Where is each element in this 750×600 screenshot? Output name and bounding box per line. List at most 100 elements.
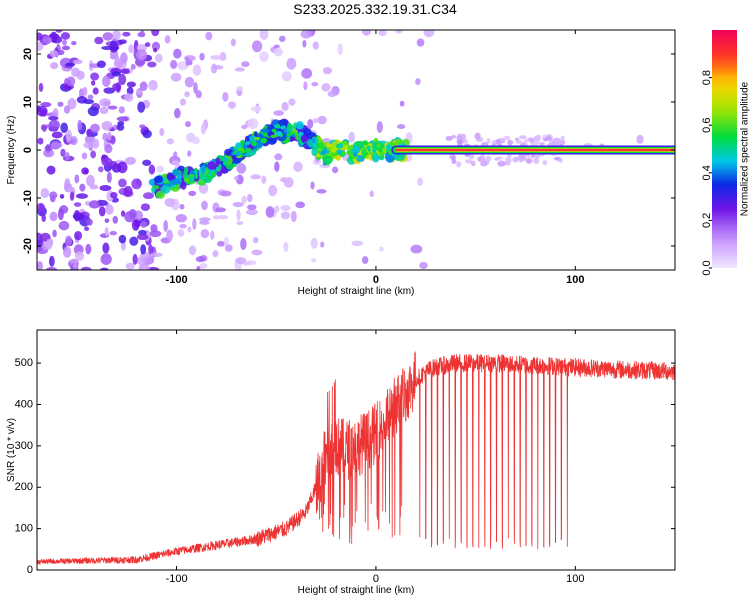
noise-blob — [523, 138, 528, 146]
noise-blob — [514, 137, 520, 141]
noise-blob — [103, 87, 116, 94]
noise-blob — [148, 243, 153, 255]
ridge-core — [260, 137, 268, 144]
noise-blob — [220, 190, 232, 197]
noise-blob — [173, 108, 181, 119]
noise-blob — [50, 62, 59, 70]
noise-blob — [40, 187, 50, 199]
noise-blob — [89, 184, 99, 190]
noise-blob — [278, 35, 286, 42]
noise-blob — [107, 105, 118, 110]
noise-blob — [118, 234, 127, 244]
spectrogram-blobs — [37, 30, 675, 270]
noise-blob — [142, 159, 152, 166]
noise-blob — [302, 39, 307, 48]
noise-blob — [311, 258, 317, 263]
noise-blob — [351, 240, 364, 247]
ridge-core — [351, 155, 359, 160]
noise-blob — [184, 76, 195, 88]
noise-blob — [140, 203, 151, 211]
noise-blob — [283, 241, 289, 252]
noise-blob — [236, 163, 247, 174]
ridge-core — [195, 173, 199, 179]
noise-blob — [86, 174, 95, 187]
ridge-blob — [224, 148, 233, 156]
ridge-core — [251, 141, 258, 147]
noise-blob — [48, 255, 55, 267]
noise-blob — [499, 137, 505, 142]
noise-blob — [58, 220, 70, 231]
noise-blob — [163, 220, 169, 232]
ridge-blob — [286, 122, 293, 133]
noise-blob — [85, 243, 92, 255]
ridge-core — [235, 151, 241, 157]
ridge-core — [286, 133, 292, 137]
ridge-blob — [267, 137, 277, 145]
noise-blob — [247, 193, 253, 203]
ridge-blob — [180, 180, 187, 190]
noise-blob — [87, 106, 99, 117]
noise-blob — [69, 258, 79, 264]
ridge-core — [315, 142, 321, 147]
noise-blob — [312, 41, 319, 50]
noise-blob — [274, 161, 280, 172]
noise-blob — [187, 150, 192, 157]
noise-blob — [83, 141, 94, 149]
ridge-core — [311, 146, 317, 151]
colorbar-label: Normalized spectral amplitude — [740, 81, 750, 216]
noise-blob — [210, 230, 215, 240]
noise-blob — [274, 205, 280, 213]
noise-blob — [166, 229, 174, 242]
noise-blob — [72, 59, 83, 65]
noise-blob — [81, 167, 89, 175]
noise-blob — [179, 98, 187, 106]
noise-blob — [88, 200, 101, 209]
noise-blob — [102, 132, 108, 141]
noise-blob — [38, 82, 44, 92]
noise-blob — [177, 229, 185, 237]
noise-blob — [120, 68, 130, 74]
noise-blob — [84, 226, 90, 231]
noise-blob — [60, 32, 71, 40]
noise-blob — [52, 108, 59, 119]
noise-blob — [40, 124, 48, 131]
noise-blob — [67, 97, 77, 110]
noise-blob — [166, 138, 174, 145]
noise-blob — [72, 263, 78, 269]
noise-blob — [61, 45, 71, 51]
noise-blob — [188, 245, 197, 256]
noise-blob — [96, 60, 106, 69]
noise-blob — [97, 166, 104, 173]
noise-blob — [148, 79, 158, 91]
ridge-core — [386, 144, 391, 150]
noise-blob — [212, 250, 219, 258]
noise-blob — [123, 185, 133, 197]
colorbar — [712, 30, 737, 268]
noise-blob — [236, 209, 241, 221]
noise-blob — [273, 47, 283, 57]
noise-blob — [201, 200, 208, 211]
noise-blob — [105, 204, 114, 215]
noise-blob — [136, 89, 142, 95]
noise-blob — [126, 86, 134, 96]
noise-blob — [125, 262, 135, 270]
noise-blob — [265, 206, 275, 218]
noise-blob — [223, 236, 229, 246]
ridge-core — [347, 145, 354, 150]
noise-blob — [539, 142, 545, 146]
noise-blob — [154, 53, 163, 63]
noise-blob — [496, 138, 501, 146]
x-tick-label: -100 — [166, 573, 188, 585]
noise-blob — [250, 174, 262, 180]
noise-blob — [50, 141, 61, 150]
noise-blob — [173, 48, 182, 59]
noise-blob — [193, 82, 198, 94]
noise-blob — [106, 171, 112, 184]
noise-blob — [86, 128, 93, 137]
noise-blob — [307, 119, 314, 129]
ridge-core — [321, 151, 326, 155]
noise-blob — [171, 160, 180, 165]
ridge-core — [346, 150, 353, 156]
noise-blob — [519, 135, 527, 140]
noise-blob — [164, 197, 176, 208]
